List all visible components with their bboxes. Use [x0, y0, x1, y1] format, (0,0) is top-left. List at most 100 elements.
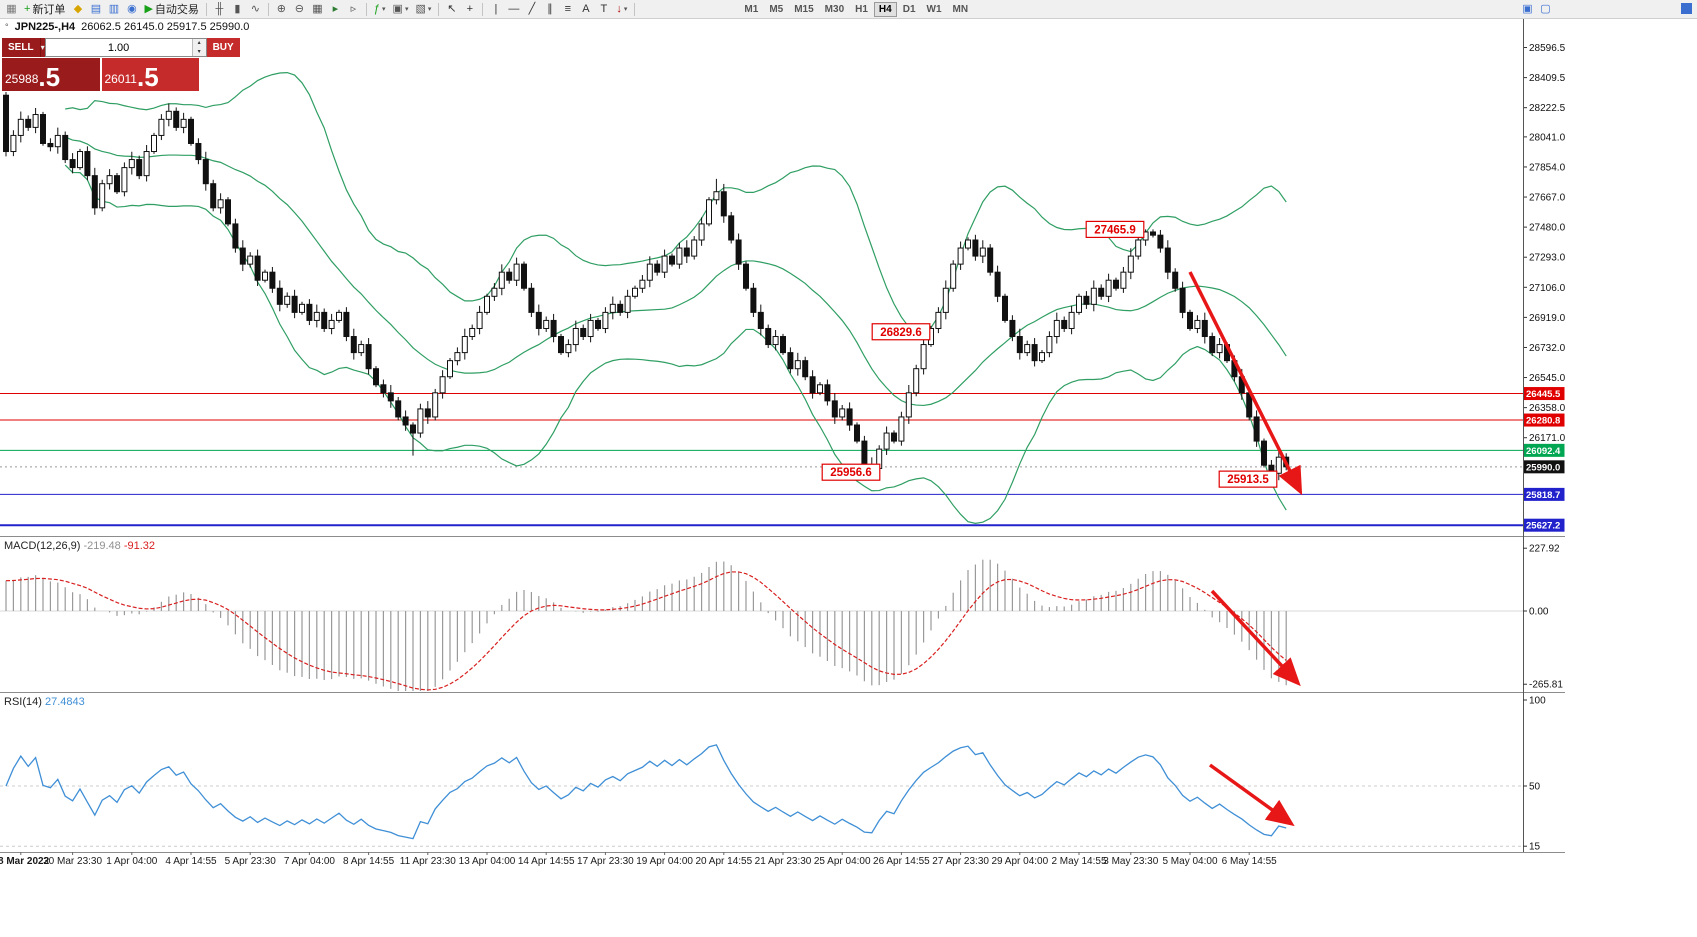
macd-axis[interactable]: 227.92 0.00 -265.81 — [1523, 544, 1563, 691]
sound-icon[interactable]: ◉ — [123, 1, 140, 17]
sell-price-small: 25988 — [5, 72, 39, 86]
svg-text:50: 50 — [1529, 782, 1541, 793]
trend-arrows[interactable] — [1188, 271, 1303, 827]
text-label-icon[interactable]: T — [595, 1, 612, 17]
order-type-dropdown-icon[interactable]: ▾ — [39, 38, 45, 57]
text-icon[interactable]: A — [577, 1, 594, 17]
cursor-icon-glyph: ↖ — [447, 2, 457, 15]
channel-icon[interactable]: ∥ — [541, 1, 558, 17]
svg-text:14 Apr 14:55: 14 Apr 14:55 — [518, 856, 575, 867]
timeframe-button-d1[interactable]: D1 — [898, 2, 921, 17]
candlestick-chart-icon-glyph: ▮ — [234, 2, 241, 15]
chart-shift-icon[interactable]: ▹ — [345, 1, 362, 17]
sell-quote-button[interactable]: 25988.5 — [2, 58, 100, 91]
timeframe-button-h4[interactable]: H4 — [873, 1, 897, 17]
candlestick-chart-icon[interactable]: ▮ — [229, 1, 246, 17]
svg-text:26358.0: 26358.0 — [1529, 403, 1566, 414]
auto-trading-button[interactable]: ▶ 自动交易 — [141, 1, 201, 17]
volume-decrease-button[interactable]: ▾ — [192, 47, 206, 56]
fullscreen-icon[interactable]: ▢ — [1537, 1, 1554, 17]
timeframes-menu-icon[interactable]: ▣ ▾ — [390, 1, 412, 17]
crosshair-icon[interactable]: + — [461, 1, 478, 17]
timeframe-button-w1[interactable]: W1 — [922, 2, 947, 17]
volume-increase-button[interactable]: ▴ — [192, 39, 206, 48]
one-click-trading-panel: SELL ▾ ▴ ▾ BUY 25988.5 26011.5 — [2, 38, 240, 92]
svg-text:227.92: 227.92 — [1529, 544, 1560, 555]
zoom-out-icon[interactable]: ⊖ — [291, 1, 308, 17]
rsi-axis[interactable]: 100 50 15 — [1523, 696, 1546, 853]
svg-text:25818.7: 25818.7 — [1526, 490, 1560, 501]
timeframe-button-m15[interactable]: M15 — [789, 2, 818, 17]
templates-icon-caret: ▾ — [427, 6, 432, 13]
market-watch-icon[interactable]: ▤ — [87, 1, 104, 17]
bollinger-bands — [64, 71, 1287, 524]
mql-community-icon-glyph: ◆ — [73, 2, 83, 15]
indicators-icon[interactable]: ƒ ▾ — [371, 1, 389, 17]
buy-quote-button[interactable]: 26011.5 — [101, 58, 199, 92]
svg-text:26280.8: 26280.8 — [1526, 416, 1560, 427]
arrow-objects-icon[interactable]: ↓ ▾ — [613, 1, 630, 17]
toolbar-group-chart-types: ╫ ▮ ∿ — [211, 1, 264, 17]
tile-windows-icon[interactable]: ▦ — [309, 1, 326, 17]
timeframe-button-m1[interactable]: M1 — [739, 2, 763, 17]
toolbar: ▦ + 新订单 ◆ ▤ ▥ ◉ ▶ 自动交易 ╫ ▮ ∿ ⊕ ⊖ ▦ ▸ ▹ ƒ ▾ ▣ ▾ ▧ ▾ ↖ + | — ╱ ∥ ≡ A T ↓ ▾ M… — [0, 0, 1697, 19]
auto-scroll-icon[interactable]: ▸ — [327, 1, 344, 17]
auto-trading-button-label: 自动交易 — [154, 4, 199, 16]
buy-button[interactable]: BUY — [206, 38, 240, 57]
buy-price-small: 26011 — [104, 72, 137, 86]
svg-text:27293.0: 27293.0 — [1529, 253, 1566, 264]
trendline-icon[interactable]: ╱ — [523, 1, 540, 17]
svg-text:28409.5: 28409.5 — [1529, 73, 1566, 84]
macd-signal-line — [5, 571, 1287, 691]
annotation-box — [1218, 470, 1278, 488]
svg-text:7 Apr 04:00: 7 Apr 04:00 — [284, 856, 336, 867]
zoom-in-icon[interactable]: ⊕ — [273, 1, 290, 17]
symbol-title: JPN225-,H4 — [14, 21, 76, 33]
price-axis[interactable]: 28596.5 28409.5 28222.5 28041.0 27854.0 27667… — [1523, 43, 1566, 532]
zoom-out-icon-glyph: ⊖ — [294, 2, 305, 15]
cursor-icon[interactable]: ↖ — [443, 1, 460, 17]
horizontal-level-lines[interactable] — [0, 393, 1523, 527]
toolbar-group-timeframes: M1 M5 M15 M30 H1 H4 D1 W1 MN — [739, 1, 974, 17]
chart-corner-icon: ° — [5, 22, 9, 32]
svg-text:27 Apr 23:30: 27 Apr 23:30 — [932, 856, 989, 867]
timeframe-button-m5[interactable]: M5 — [764, 2, 788, 17]
timeframe-button-m30[interactable]: M30 — [820, 2, 849, 17]
svg-text:25 Apr 04:00: 25 Apr 04:00 — [814, 856, 871, 867]
svg-text:27667.0: 27667.0 — [1529, 193, 1566, 204]
rsi-label: RSI(14) 27.4843 — [4, 696, 85, 708]
svg-text:17 Apr 23:30: 17 Apr 23:30 — [577, 856, 634, 867]
horizontal-line-icon[interactable]: — — [505, 1, 522, 17]
timeframe-button-h1[interactable]: H1 — [850, 2, 873, 17]
svg-text:27854.0: 27854.0 — [1529, 162, 1566, 173]
svg-text:25956.6: 25956.6 — [830, 467, 872, 479]
volume-input[interactable] — [45, 39, 192, 56]
toolbar-group-right-cluster: ▣ ▢ — [1519, 1, 1554, 17]
sell-button[interactable]: SELL — [2, 38, 40, 57]
vertical-line-icon[interactable]: | — [487, 1, 504, 17]
docking-icon[interactable]: ▣ — [1519, 1, 1536, 17]
timeframe-button-mn[interactable]: MN — [948, 2, 974, 17]
bar-chart-icon[interactable]: ╫ — [211, 1, 228, 17]
arrow-objects-icon-caret: ▾ — [623, 6, 628, 13]
line-chart-icon[interactable]: ∿ — [247, 1, 264, 17]
rsi-panel — [0, 744, 1523, 847]
buy-price-big: .5 — [136, 61, 159, 92]
svg-text:28041.0: 28041.0 — [1529, 132, 1566, 143]
toolbar-separator — [438, 2, 440, 16]
templates-icon[interactable]: ▧ ▾ — [412, 1, 434, 17]
window-corner-icon[interactable] — [1681, 3, 1692, 14]
data-window-icon[interactable]: ▥ — [105, 1, 122, 17]
mql-community-icon[interactable]: ◆ — [69, 1, 86, 17]
bar-chart-icon-glyph: ╫ — [215, 2, 224, 15]
toolbar-group-zoom: ⊕ ⊖ ▦ ▸ ▹ — [273, 1, 362, 17]
new-order-button[interactable]: + 新订单 — [21, 1, 68, 17]
fibonacci-icon[interactable]: ≡ — [559, 1, 576, 17]
sound-icon-glyph: ◉ — [127, 2, 137, 15]
svg-text:27480.0: 27480.0 — [1529, 223, 1566, 234]
price-annotations[interactable]: 27465.9 26829.6 25956.6 25913.5 — [821, 220, 1278, 488]
svg-text:25627.2: 25627.2 — [1526, 521, 1560, 532]
chart-window-icon[interactable]: ▦ — [3, 1, 20, 17]
